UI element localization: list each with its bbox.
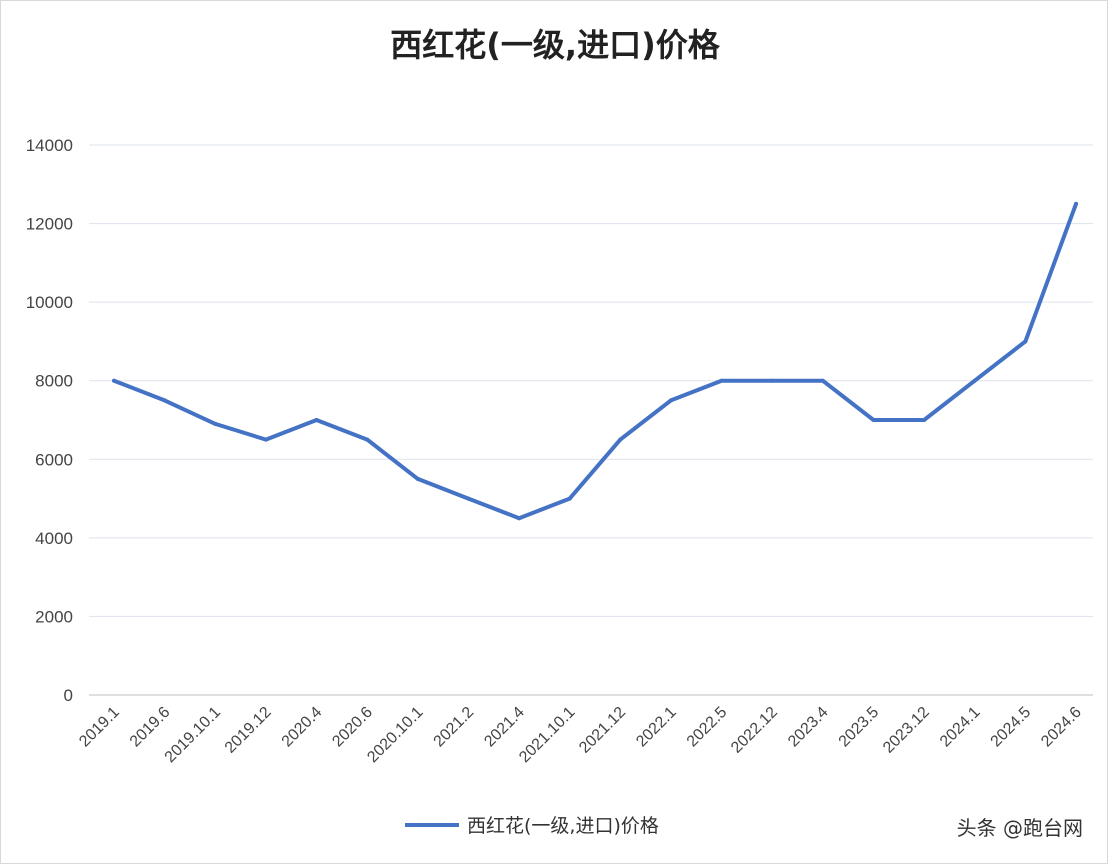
x-tick-label: 2021.12 bbox=[576, 704, 629, 757]
data-point bbox=[263, 437, 268, 442]
data-point bbox=[820, 378, 825, 383]
data-point bbox=[668, 398, 673, 403]
data-point bbox=[213, 421, 218, 426]
x-tick-label: 2024.1 bbox=[937, 704, 984, 751]
x-tick-label: 2023.4 bbox=[785, 704, 832, 751]
data-point bbox=[162, 398, 167, 403]
x-tick-label: 2020.6 bbox=[329, 704, 376, 751]
data-point bbox=[618, 437, 623, 442]
data-point bbox=[972, 378, 977, 383]
x-tick-label: 2021.2 bbox=[431, 704, 478, 751]
data-point bbox=[922, 418, 927, 422]
x-tick-label: 2023.5 bbox=[836, 704, 883, 751]
data-point bbox=[871, 418, 876, 422]
data-point bbox=[314, 418, 319, 422]
x-tick-label: 2019.6 bbox=[127, 704, 174, 751]
data-point bbox=[719, 378, 724, 383]
y-axis-ticks: 0 2000 4000 6000 8000 10000 12000 14000 bbox=[26, 136, 73, 705]
series-layer bbox=[112, 201, 1078, 521]
data-point bbox=[1023, 339, 1028, 344]
y-tick-label: 0 bbox=[64, 686, 73, 705]
legend: 西红花(一级,进口)价格 bbox=[405, 815, 659, 837]
data-point bbox=[567, 496, 572, 501]
x-tick-label: 2022.1 bbox=[633, 704, 680, 751]
data-point bbox=[466, 496, 471, 501]
data-point bbox=[365, 437, 370, 442]
x-tick-label: 2020.4 bbox=[279, 704, 326, 751]
x-tick-label: 2019.12 bbox=[222, 704, 275, 757]
x-tick-label: 2021.4 bbox=[481, 704, 528, 751]
data-point bbox=[1074, 201, 1078, 206]
data-point bbox=[770, 378, 775, 383]
series-line bbox=[112, 201, 1078, 521]
x-tick-label: 2024.5 bbox=[988, 704, 1035, 751]
y-tick-label: 4000 bbox=[35, 529, 73, 548]
x-tick-label: 2023.12 bbox=[880, 704, 933, 757]
x-tick-label: 2019.1 bbox=[76, 704, 123, 751]
legend-label: 西红花(一级,进口)价格 bbox=[467, 815, 659, 837]
x-tick-label: 2024.6 bbox=[1038, 704, 1085, 751]
gridlines bbox=[89, 144, 1093, 696]
y-tick-label: 12000 bbox=[26, 215, 73, 234]
data-point bbox=[112, 378, 116, 383]
x-tick-label: 2021.10.1 bbox=[516, 704, 578, 766]
x-tick-label: 2019.10.1 bbox=[162, 704, 224, 766]
y-tick-label: 6000 bbox=[35, 450, 73, 469]
y-tick-label: 2000 bbox=[35, 607, 73, 626]
y-tick-label: 14000 bbox=[26, 136, 73, 155]
data-point bbox=[415, 476, 420, 481]
y-tick-label: 8000 bbox=[35, 372, 73, 391]
x-tick-label: 2020.10.1 bbox=[364, 704, 426, 766]
y-tick-label: 10000 bbox=[26, 293, 73, 312]
x-tick-label: 2022.5 bbox=[684, 704, 731, 751]
data-point bbox=[517, 516, 522, 521]
watermark: 头条 @跑台网 bbox=[957, 816, 1083, 840]
x-tick-label: 2022.12 bbox=[728, 704, 781, 757]
chart-title: 西红花(一级,进口)价格 bbox=[390, 26, 720, 64]
